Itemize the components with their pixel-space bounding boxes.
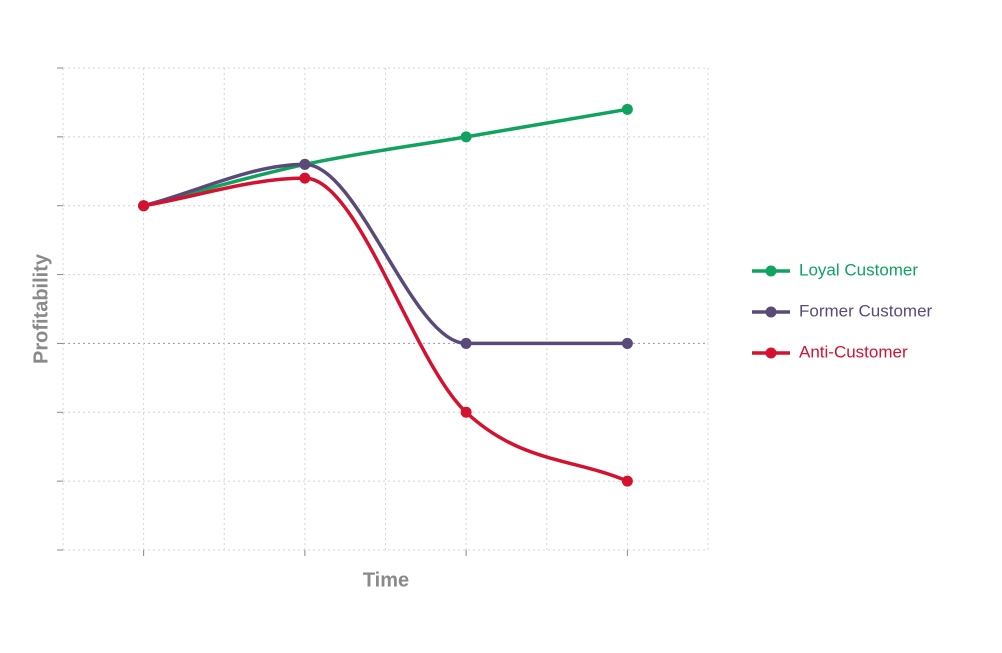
data-point: [460, 406, 472, 418]
data-point: [299, 158, 311, 170]
legend-label: Anti-Customer: [799, 342, 908, 361]
legend-label: Former Customer: [799, 301, 933, 320]
legend-dot: [765, 265, 777, 277]
data-point: [621, 337, 633, 349]
data-point: [460, 131, 472, 143]
series-line: [143, 162, 628, 346]
data-point: [138, 200, 150, 212]
data-point: [299, 172, 311, 184]
x-axis-title: Time: [363, 569, 409, 591]
legend-dot: [765, 347, 777, 359]
legend-label: Loyal Customer: [799, 260, 918, 279]
data-point: [621, 475, 633, 487]
data-point: [460, 337, 472, 349]
series-line: [143, 176, 629, 483]
data-point: [621, 103, 633, 115]
legend-dot: [765, 306, 777, 318]
series-line: [143, 107, 628, 208]
y-axis-title: Profitability: [30, 253, 52, 364]
